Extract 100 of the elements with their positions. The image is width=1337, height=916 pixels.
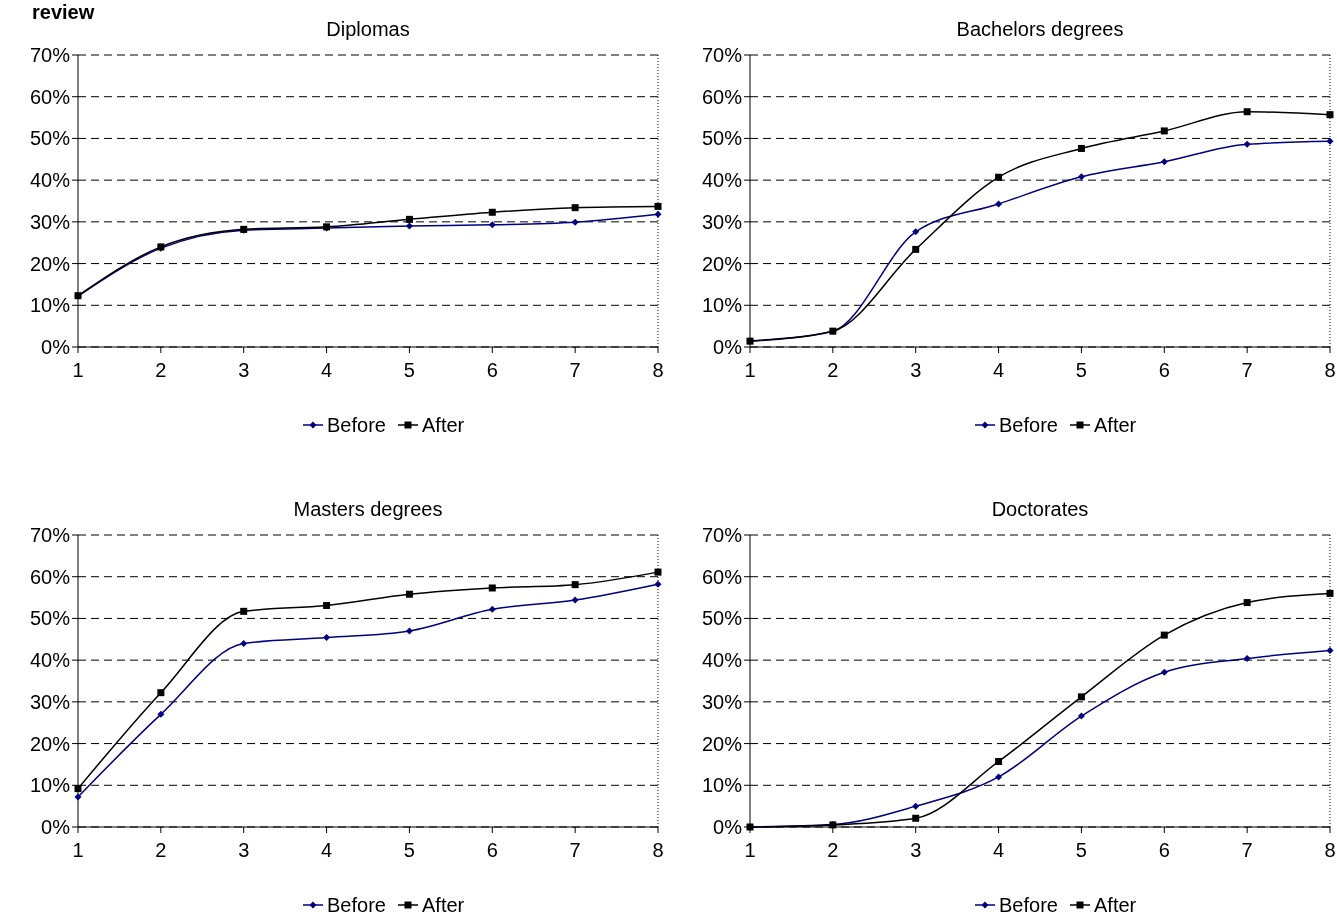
point	[157, 689, 165, 697]
y-tick-label: 60%	[29, 565, 71, 588]
y-tick-label: 30%	[29, 210, 71, 233]
y-tick-label: 70%	[29, 44, 71, 66]
point	[995, 773, 1003, 781]
y-tick-label: 50%	[29, 607, 71, 630]
x-tick-label: 4	[321, 359, 333, 381]
point	[488, 584, 496, 592]
point	[912, 802, 920, 810]
y-tick-label: 60%	[29, 85, 71, 108]
y-tick-label: 40%	[29, 169, 71, 192]
x-tick-label: 6	[1158, 839, 1170, 861]
y-tick-label: 70%	[701, 524, 743, 546]
chart-title: Doctorates	[991, 498, 1089, 520]
y-tick-label: 0%	[713, 336, 743, 358]
y-tick-label: 30%	[701, 210, 743, 233]
point	[1326, 137, 1334, 145]
y-tick-label: 50%	[29, 127, 71, 150]
x-tick-label: 8	[652, 839, 664, 861]
x-tick-label: 5	[403, 359, 415, 381]
point	[405, 627, 413, 635]
chart-title: Bachelors degrees	[956, 18, 1124, 40]
y-tick-label: 30%	[29, 690, 71, 713]
point	[654, 580, 662, 588]
point	[912, 814, 920, 822]
x-tick-label: 2	[827, 359, 839, 381]
y-tick-label: 0%	[41, 336, 71, 358]
y-tick-label: 70%	[701, 44, 743, 66]
chart-title: Masters degrees	[293, 498, 443, 520]
x-tick-label: 8	[1324, 839, 1336, 861]
y-tick-label: 50%	[701, 607, 743, 630]
point	[1160, 668, 1168, 676]
y-tick-label: 20%	[701, 252, 743, 275]
point	[995, 200, 1003, 208]
y-tick-label: 10%	[701, 294, 743, 317]
legend-label: Before	[999, 414, 1058, 436]
point	[1326, 647, 1334, 655]
x-tick-label: 7	[569, 359, 581, 381]
legend-label: After	[422, 414, 465, 436]
point	[571, 218, 579, 226]
x-tick-label: 4	[321, 839, 333, 861]
legend-label: After	[422, 894, 465, 916]
x-tick-label: 7	[569, 839, 581, 861]
point	[912, 228, 920, 236]
x-tick-label: 6	[1158, 359, 1170, 381]
x-tick-label: 8	[1324, 359, 1336, 381]
x-tick-label: 3	[238, 839, 250, 861]
y-tick-label: 60%	[701, 85, 743, 108]
y-tick-label: 20%	[701, 732, 743, 755]
y-tick-label: 70%	[29, 524, 71, 546]
point	[323, 634, 331, 642]
point	[1077, 693, 1085, 701]
point	[1160, 127, 1168, 135]
legend-label: Before	[327, 894, 386, 916]
point	[571, 596, 579, 604]
point	[405, 222, 413, 230]
point	[74, 785, 82, 793]
x-tick-label: 5	[1075, 359, 1087, 381]
point	[654, 568, 662, 576]
x-tick-label: 7	[1241, 839, 1253, 861]
point	[571, 204, 579, 212]
chart-title: Diplomas	[326, 18, 410, 40]
point	[323, 602, 331, 609]
x-tick-label: 1	[744, 839, 756, 861]
x-tick-label: 4	[993, 839, 1005, 861]
point	[240, 607, 248, 615]
x-tick-label: 7	[1241, 359, 1253, 381]
x-tick-label: 6	[486, 839, 498, 861]
y-tick-label: 20%	[29, 732, 71, 755]
y-tick-label: 10%	[29, 294, 71, 317]
x-tick-label: 3	[910, 359, 922, 381]
point	[1077, 144, 1085, 152]
y-tick-label: 0%	[713, 816, 743, 838]
y-tick-label: 40%	[701, 169, 743, 192]
x-tick-label: 8	[652, 359, 664, 381]
point	[654, 202, 662, 210]
point	[1326, 589, 1334, 597]
y-tick-label: 20%	[29, 252, 71, 275]
legend-label: After	[1094, 894, 1137, 916]
point	[912, 245, 920, 253]
y-tick-label: 40%	[29, 649, 71, 672]
x-tick-label: 1	[72, 359, 84, 381]
point	[995, 173, 1003, 181]
point	[405, 215, 413, 223]
point	[1160, 631, 1168, 639]
x-tick-label: 2	[155, 839, 167, 861]
x-tick-label: 2	[827, 839, 839, 861]
x-tick-label: 5	[403, 839, 415, 861]
point	[1243, 599, 1251, 607]
y-tick-label: 40%	[701, 649, 743, 672]
x-tick-label: 1	[72, 839, 84, 861]
x-tick-label: 2	[155, 359, 167, 381]
point	[157, 710, 165, 718]
point	[1077, 173, 1085, 181]
x-tick-label: 3	[910, 839, 922, 861]
point	[1243, 140, 1251, 148]
point	[405, 590, 413, 598]
x-tick-label: 3	[238, 359, 250, 381]
point	[995, 758, 1003, 766]
point	[1077, 712, 1085, 720]
